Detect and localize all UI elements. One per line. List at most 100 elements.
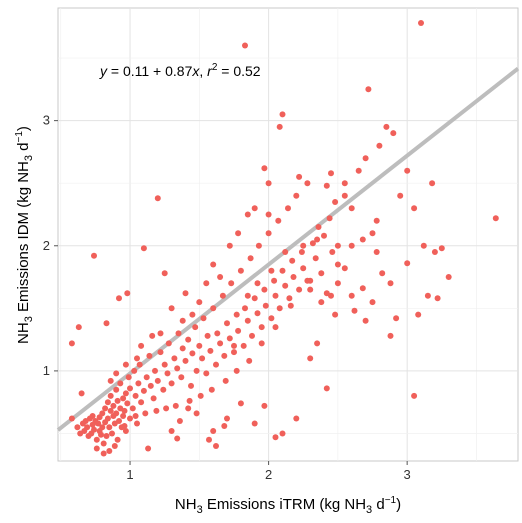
data-point [293, 192, 300, 199]
data-point [251, 295, 258, 302]
data-point [127, 415, 133, 422]
data-point [206, 436, 212, 443]
data-point [265, 230, 272, 237]
data-point [109, 430, 115, 437]
x-tick-label: 1 [126, 467, 133, 482]
data-point [438, 245, 445, 252]
data-point [348, 242, 355, 249]
data-point [116, 295, 122, 302]
data-point [314, 236, 321, 243]
data-point [254, 310, 261, 317]
data-point [226, 335, 233, 342]
annotation-y: y [99, 63, 108, 79]
data-point [132, 413, 139, 419]
data-point [196, 299, 203, 306]
data-point [233, 367, 240, 374]
data-point [369, 230, 376, 237]
data-point [251, 205, 258, 212]
data-point [91, 252, 97, 259]
data-point [200, 315, 207, 322]
data-point [213, 443, 219, 449]
data-point [242, 305, 248, 312]
data-point [136, 361, 143, 368]
data-point [89, 413, 96, 419]
data-point [122, 428, 129, 434]
x-tick-label: 2 [265, 467, 272, 482]
data-point [328, 170, 334, 177]
data-point [244, 211, 251, 218]
data-point [261, 286, 268, 293]
data-point [258, 340, 265, 347]
data-point [429, 180, 436, 187]
data-point [132, 392, 139, 399]
data-point [235, 230, 242, 237]
data-point [121, 407, 128, 414]
data-point [174, 435, 181, 442]
data-point [125, 374, 132, 381]
data-point [424, 292, 431, 299]
data-point [383, 123, 390, 130]
data-point [290, 274, 297, 280]
data-point [242, 42, 248, 49]
data-point [210, 305, 217, 312]
data-point [114, 436, 121, 443]
data-point [307, 286, 314, 293]
data-point [221, 423, 228, 429]
data-point [300, 242, 307, 249]
data-point [172, 402, 179, 409]
data-point [107, 377, 114, 384]
data-point [397, 192, 404, 199]
data-point [157, 330, 164, 337]
data-point [75, 324, 82, 331]
data-point [348, 292, 355, 299]
data-point [272, 292, 279, 299]
data-point [134, 355, 140, 362]
data-point [323, 182, 330, 189]
annotation-eq: = 0.11 + 0.87 [107, 63, 193, 79]
data-point [235, 327, 242, 334]
data-point [362, 155, 369, 162]
data-point [149, 332, 156, 339]
data-point [373, 249, 380, 255]
data-point [359, 236, 366, 243]
data-point [249, 332, 255, 339]
data-point [369, 299, 376, 306]
data-point [176, 418, 183, 424]
data-point [68, 415, 75, 422]
data-point [196, 342, 203, 349]
data-point [387, 332, 394, 339]
data-point [165, 340, 172, 347]
data-point [188, 382, 194, 389]
data-point [134, 420, 140, 427]
data-point [113, 410, 120, 417]
data-point [99, 424, 106, 431]
annotation-r-sup: 2 [212, 62, 218, 73]
data-point [359, 285, 366, 292]
data-point [111, 443, 118, 449]
data-point [434, 295, 441, 302]
data-point [332, 311, 339, 318]
data-point [224, 320, 230, 327]
data-point [326, 215, 333, 222]
data-point [318, 270, 325, 277]
data-point [228, 280, 235, 287]
data-point [103, 320, 110, 327]
data-point [147, 382, 154, 389]
data-point [240, 342, 247, 349]
data-point [265, 211, 272, 218]
data-point [261, 165, 268, 172]
data-point [404, 167, 411, 174]
data-point [321, 232, 327, 239]
data-point [492, 215, 499, 222]
data-point [199, 355, 206, 362]
data-point [179, 317, 186, 324]
data-point [140, 245, 147, 252]
data-point [142, 410, 149, 417]
data-point [231, 342, 237, 349]
data-point [121, 423, 128, 429]
data-point [224, 415, 230, 422]
data-point [138, 342, 145, 349]
data-point [312, 255, 319, 262]
data-point [279, 111, 286, 118]
